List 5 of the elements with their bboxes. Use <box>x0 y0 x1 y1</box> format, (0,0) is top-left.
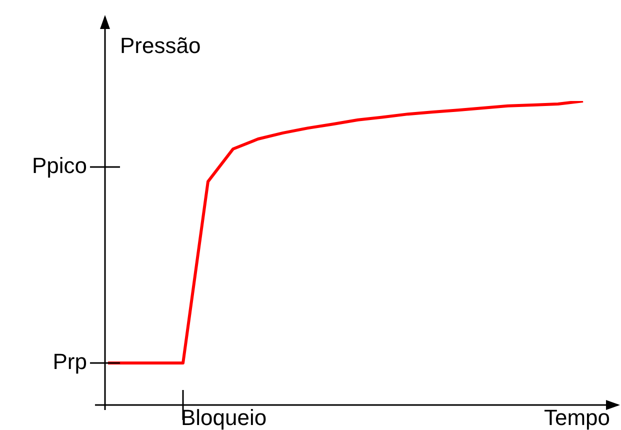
ref-line-label: Prp <box>52 349 87 374</box>
text: Bloqueio <box>181 405 267 430</box>
y-axis-title: Pressão <box>120 33 201 58</box>
x-axis-title: Tempo <box>544 405 610 430</box>
ref-line-label: Ppico <box>32 153 87 178</box>
